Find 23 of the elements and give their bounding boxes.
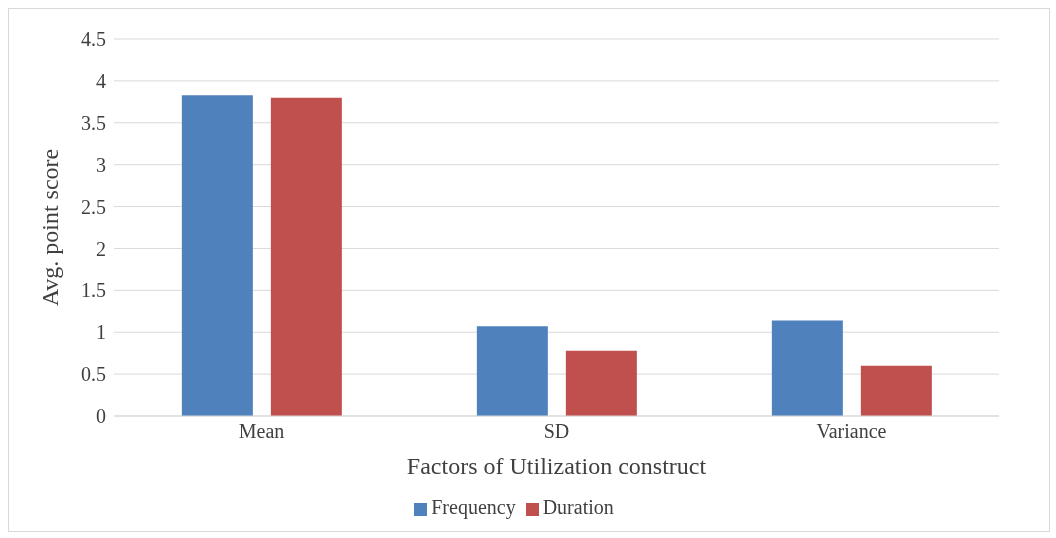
x-tick-label: Variance: [816, 420, 887, 443]
bar: [771, 320, 843, 416]
bar: [860, 365, 932, 416]
bar: [181, 95, 253, 416]
y-tick-label: 1.5: [81, 279, 106, 302]
y-tick-label: 0.5: [81, 363, 106, 386]
bar: [565, 350, 637, 416]
bar: [270, 97, 342, 416]
bar: [476, 326, 548, 416]
y-tick-label: 0: [96, 405, 106, 428]
y-axis-title: Avg. point score: [36, 148, 63, 307]
legend-label: Duration: [542, 496, 614, 518]
x-axis-title: Factors of Utilization construct: [406, 453, 707, 479]
legend-label: Frequency: [431, 496, 516, 518]
x-tick-label: Mean: [238, 420, 285, 443]
y-tick-label: 3: [96, 153, 106, 176]
y-tick-label: 4.5: [81, 28, 106, 51]
y-tick-label: 2: [96, 237, 106, 260]
y-tick-label: 2.5: [81, 195, 106, 218]
y-tick-label: 1: [96, 321, 106, 344]
x-tick-label: SD: [543, 420, 570, 443]
y-tick-label: 4: [96, 69, 106, 92]
y-tick-label: 3.5: [81, 111, 106, 134]
